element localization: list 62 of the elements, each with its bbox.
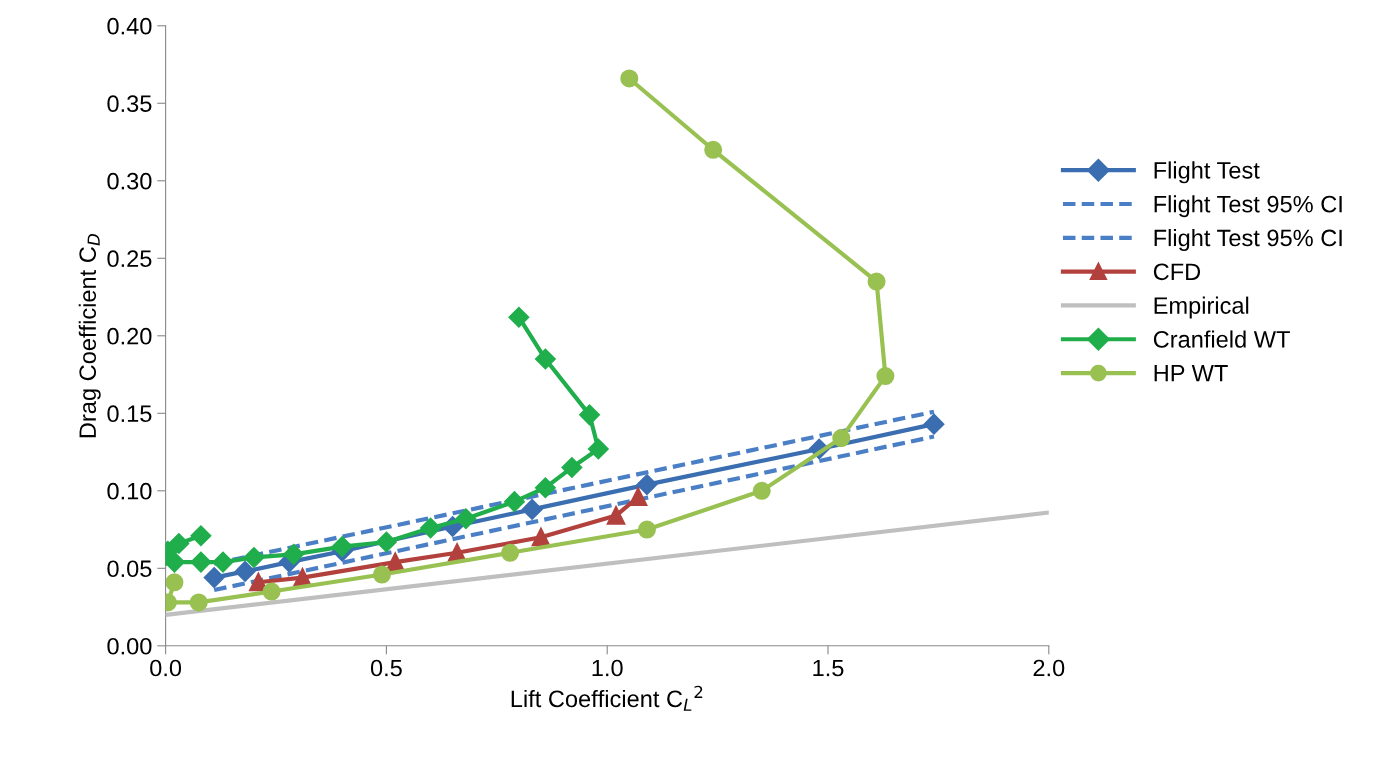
y-tick-label: 0.35 — [107, 95, 152, 113]
y-tick-label: 0.15 — [107, 405, 152, 423]
point — [531, 528, 550, 547]
point — [636, 474, 658, 495]
point — [620, 69, 639, 88]
x-tick-label: 2.0 — [1033, 659, 1065, 677]
point — [752, 481, 771, 500]
x-axis-title: Lift Coefficient C$_{L}$$^{2}$ — [511, 685, 703, 711]
y-tick-label: 0.20 — [107, 327, 152, 345]
point — [165, 573, 184, 592]
point — [501, 543, 520, 562]
point — [455, 508, 477, 529]
point — [561, 457, 583, 478]
point — [923, 413, 945, 435]
point — [243, 547, 265, 568]
y-tick-label: 0.00 — [107, 637, 152, 655]
point — [190, 551, 212, 573]
point — [579, 404, 600, 426]
point — [867, 272, 886, 291]
point — [189, 593, 208, 612]
point — [376, 531, 397, 553]
point — [535, 477, 556, 498]
point — [168, 533, 190, 554]
point — [508, 306, 530, 328]
legend-label: Flight Test 95% CI — [1154, 228, 1342, 251]
point — [629, 487, 648, 507]
point — [190, 525, 212, 546]
y-axis-title: Drag Coefficient C$_{D}$ — [78, 234, 101, 438]
point — [832, 429, 851, 448]
y-tick-label: 0.10 — [107, 482, 152, 500]
point — [262, 582, 281, 601]
point — [637, 520, 656, 539]
y-tick-label: 0.05 — [107, 560, 152, 578]
point — [521, 499, 543, 520]
point — [332, 536, 353, 557]
point — [283, 544, 304, 565]
point — [535, 348, 556, 370]
point — [420, 517, 441, 539]
point — [876, 367, 895, 386]
point — [249, 573, 268, 592]
point — [165, 551, 185, 573]
x-tick-label: 0.0 — [150, 659, 182, 677]
point — [212, 551, 234, 573]
legend-label: Empirical — [1154, 296, 1249, 319]
point — [704, 140, 723, 159]
legend-label: Cranfield WT — [1153, 330, 1290, 348]
point — [203, 567, 225, 588]
legend-label: Flight Test 95% CI — [1154, 195, 1342, 218]
x-tick-label: 1.5 — [813, 659, 844, 677]
y-tick-label: 0.40 — [107, 17, 152, 35]
legend-label: CFD — [1153, 263, 1201, 281]
y-tick-label: 0.30 — [107, 172, 152, 190]
point — [372, 565, 392, 584]
x-tick-label: 1.0 — [592, 659, 623, 677]
point — [234, 561, 256, 582]
legend-label: Flight Test — [1154, 161, 1260, 184]
point — [504, 491, 525, 512]
point — [607, 506, 626, 525]
x-tick-label: 0.5 — [370, 659, 402, 677]
legend-label: HP WT — [1154, 365, 1228, 382]
y-tick-label: 0.25 — [107, 250, 152, 268]
point — [588, 438, 609, 460]
